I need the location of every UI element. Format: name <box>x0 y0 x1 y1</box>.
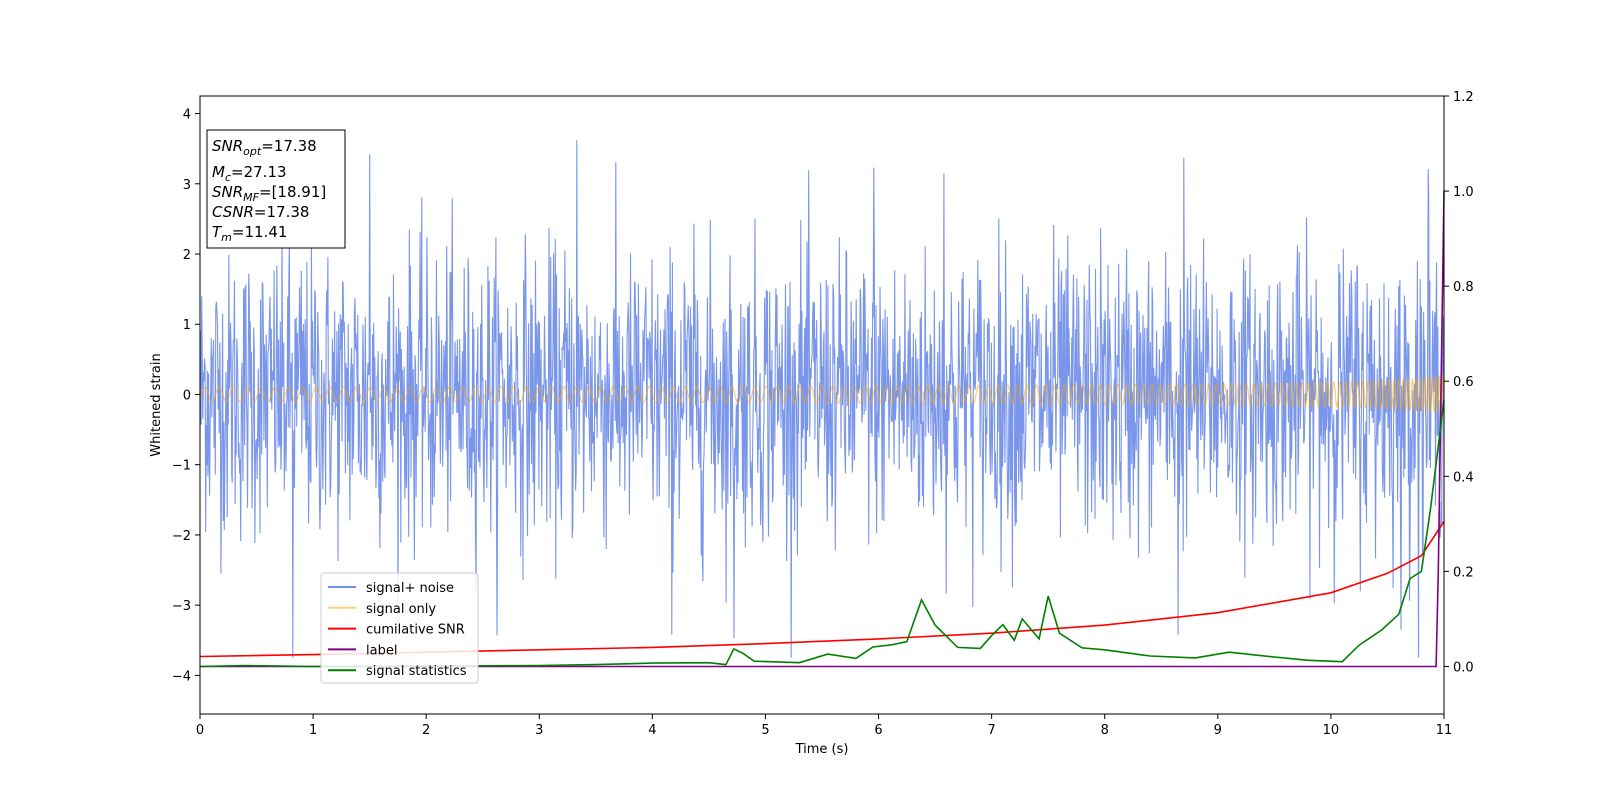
y-tick-label: −1 <box>172 459 191 474</box>
series-signal-statistics-line <box>199 400 1445 668</box>
y2-tick-label: 0.0 <box>1453 660 1474 675</box>
y-tick-label: 0 <box>183 388 191 403</box>
y-tick-label: 4 <box>183 108 191 123</box>
annotation-line: Tm=11.41 <box>212 223 287 244</box>
x-tick-label: 4 <box>648 723 656 738</box>
x-tick-label: 5 <box>761 723 769 738</box>
x-tick-label: 6 <box>874 723 882 738</box>
y2-tick-label: 1.2 <box>1453 90 1474 105</box>
series-signal-only <box>199 375 1445 415</box>
x-tick-label: 8 <box>1101 723 1109 738</box>
x-tick-label: 3 <box>535 723 543 738</box>
y-tick-label: −4 <box>172 669 191 684</box>
signal-only-line <box>199 375 1445 415</box>
x-tick-label: 11 <box>1436 723 1453 738</box>
legend-frame <box>320 572 479 684</box>
annotation-text: SNRopt=17.38 Mc=27.13SNRMF=[18.91]CSNR=17… <box>212 137 326 244</box>
x-tick-label: 0 <box>196 723 204 738</box>
x-tick-label: 2 <box>422 723 430 738</box>
legend-label: signal only <box>366 602 436 617</box>
y-axis-label: Whitened strain <box>149 353 164 456</box>
y-tick-label: 3 <box>183 178 191 193</box>
annotation-line: CSNR=17.38 <box>212 203 309 221</box>
series-signal-plus-noise <box>199 140 1445 658</box>
y2-tick-label: 1.0 <box>1453 185 1474 200</box>
y-tick-label: 1 <box>183 318 191 333</box>
y2-tick-label: 0.6 <box>1453 375 1474 390</box>
x-tick-label: 7 <box>987 723 995 738</box>
annotation-line: SNRopt=17.38 <box>212 137 317 158</box>
annotation-box: SNRopt=17.38 Mc=27.13SNRMF=[18.91]CSNR=17… <box>206 129 346 249</box>
x-axis-label: Time (s) <box>795 742 849 757</box>
series-label-line <box>200 191 1445 668</box>
legend-label: label <box>366 643 397 658</box>
legend-label: cumilative SNR <box>366 623 465 638</box>
signal-plus-noise-line <box>199 140 1445 658</box>
x-tick-label: 10 <box>1323 723 1340 738</box>
x-tick-label: 9 <box>1214 723 1222 738</box>
x-axis-ticks: 0 1 2 3 4 5 6 7 8 9 10 11 <box>196 714 1452 738</box>
legend: signal+ noise signal only cumilative SNR la… <box>320 572 479 684</box>
y-tick-label: −2 <box>172 529 191 544</box>
annotation-frame <box>206 129 346 249</box>
plot-frame <box>199 95 1445 715</box>
y-tick-label: −3 <box>172 599 191 614</box>
x-tick-label: 1 <box>309 723 317 738</box>
legend-label: signal+ noise <box>366 581 454 596</box>
y2-tick-label: 0.2 <box>1453 565 1474 580</box>
annotation-line: SNRMF=[18.91] <box>212 183 326 204</box>
y2-tick-label: 0.8 <box>1453 280 1474 295</box>
legend-entries: signal+ noise signal only cumilative SNR la… <box>328 581 467 679</box>
legend-label: signal statistics <box>366 664 467 679</box>
y2-tick-label: 0.4 <box>1453 470 1474 485</box>
y-axis-ticks: −4 −3 −2 −1 0 1 2 3 4 <box>172 108 200 684</box>
y-tick-label: 2 <box>183 248 191 263</box>
annotation-line: Mc=27.13 <box>212 163 287 184</box>
right-y-axis-ticks: 0.0 0.2 0.4 0.6 0.8 1.0 1.2 <box>1444 90 1474 675</box>
